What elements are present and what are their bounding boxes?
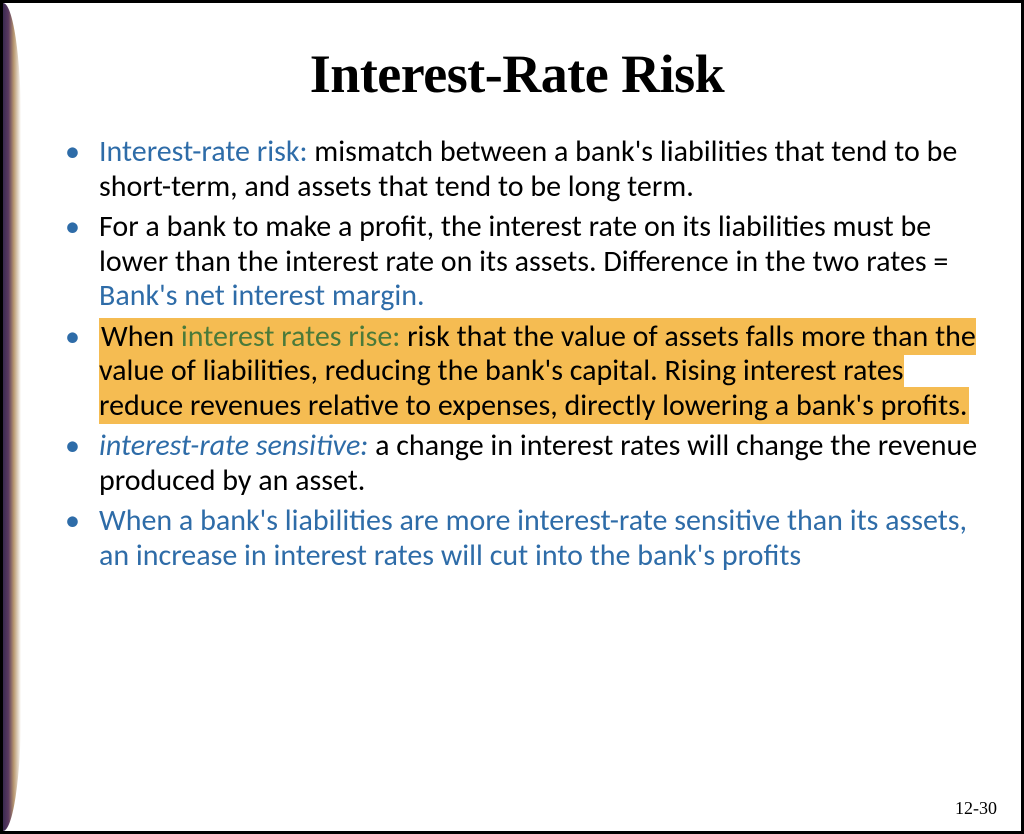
- term-interest-rates-rise: interest rates rise:: [181, 318, 400, 355]
- bullet-item-3: When interest rates rise: risk that the …: [71, 320, 991, 424]
- bullet-item-2: For a bank to make a profit, the interes…: [71, 210, 991, 314]
- bullet-5-body: When a bank's liabilities are more inter…: [99, 502, 967, 574]
- bullet-3-pre: When: [101, 318, 181, 355]
- slide-title: Interest-Rate Risk: [43, 43, 991, 105]
- bullet-item-1: Interest-rate risk: mismatch between a b…: [71, 135, 991, 204]
- term-interest-rate-risk: Interest-rate risk:: [99, 133, 308, 170]
- term-net-interest-margin: Bank's net interest margin.: [99, 277, 425, 314]
- term-interest-rate-sensitive: interest-rate sensitive: [99, 427, 360, 464]
- page-number: 12-30: [955, 798, 997, 819]
- bullet-item-4: interest-rate sensitive: a change in int…: [71, 429, 991, 498]
- bullet-3-highlight: When interest rates rise: risk that the …: [99, 318, 976, 424]
- bullet-item-5: When a bank's liabilities are more inter…: [71, 504, 991, 573]
- slide-left-decoration: [3, 3, 21, 831]
- bullet-list: Interest-rate risk: mismatch between a b…: [43, 135, 991, 573]
- bullet-2-body-pre: For a bank to make a profit, the interes…: [99, 208, 948, 280]
- slide-content: Interest-Rate Risk Interest-rate risk: m…: [43, 43, 991, 791]
